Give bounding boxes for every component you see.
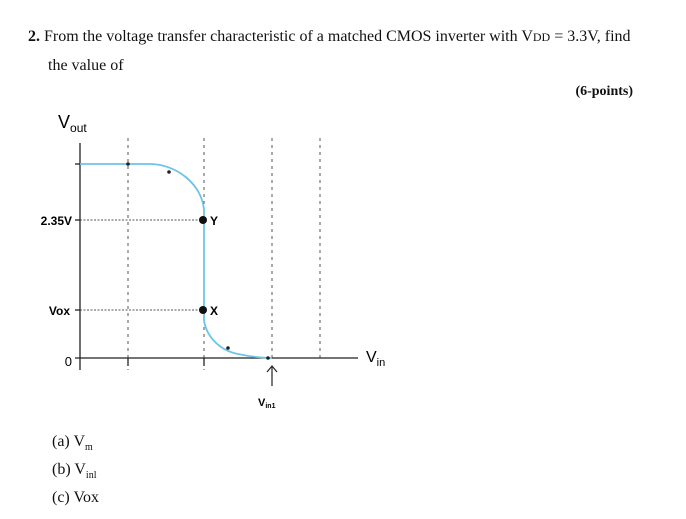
- answer-b: (b) Vinl: [52, 461, 97, 482]
- question-text-end: = 3.3V, find: [550, 28, 631, 45]
- y-label-vox: Vox: [49, 304, 70, 318]
- y-label-235: 2.35V: [41, 214, 72, 228]
- marker-4: [266, 356, 270, 360]
- point-y-label: Y: [210, 214, 218, 228]
- horizontal-guides: [80, 219, 202, 311]
- question-line-1: 2. From the voltage transfer characteris…: [28, 28, 631, 46]
- vout-label: Vout: [58, 112, 87, 135]
- marker-3: [226, 346, 230, 350]
- answer-c: (c) Vox: [52, 489, 99, 506]
- answer-a: (a) Vm: [52, 433, 93, 454]
- point-x-label: X: [210, 304, 218, 318]
- vdd-subscript: DD: [532, 30, 551, 44]
- point-x-dot: [199, 306, 207, 314]
- marker-1: [126, 162, 130, 166]
- question-line-2: the value of: [48, 57, 124, 74]
- vin-label: Vin: [366, 349, 385, 369]
- vin1-arrow: [266, 365, 278, 386]
- question-number: 2.: [28, 28, 40, 45]
- vin1-label: Vin1: [258, 397, 276, 410]
- y-label-zero: 0: [65, 354, 72, 369]
- marker-2: [167, 170, 171, 174]
- vertical-guides: [127, 138, 321, 370]
- point-y-dot: [199, 216, 207, 224]
- axes: [75, 143, 358, 370]
- answer-list: (a) Vm (b) Vinl (c) Vox: [52, 433, 99, 517]
- question-text: From the voltage transfer characteristic…: [44, 28, 533, 45]
- points-label: (6-points): [575, 84, 633, 99]
- vtc-curve: [80, 163, 273, 359]
- curve-markers: [126, 162, 270, 360]
